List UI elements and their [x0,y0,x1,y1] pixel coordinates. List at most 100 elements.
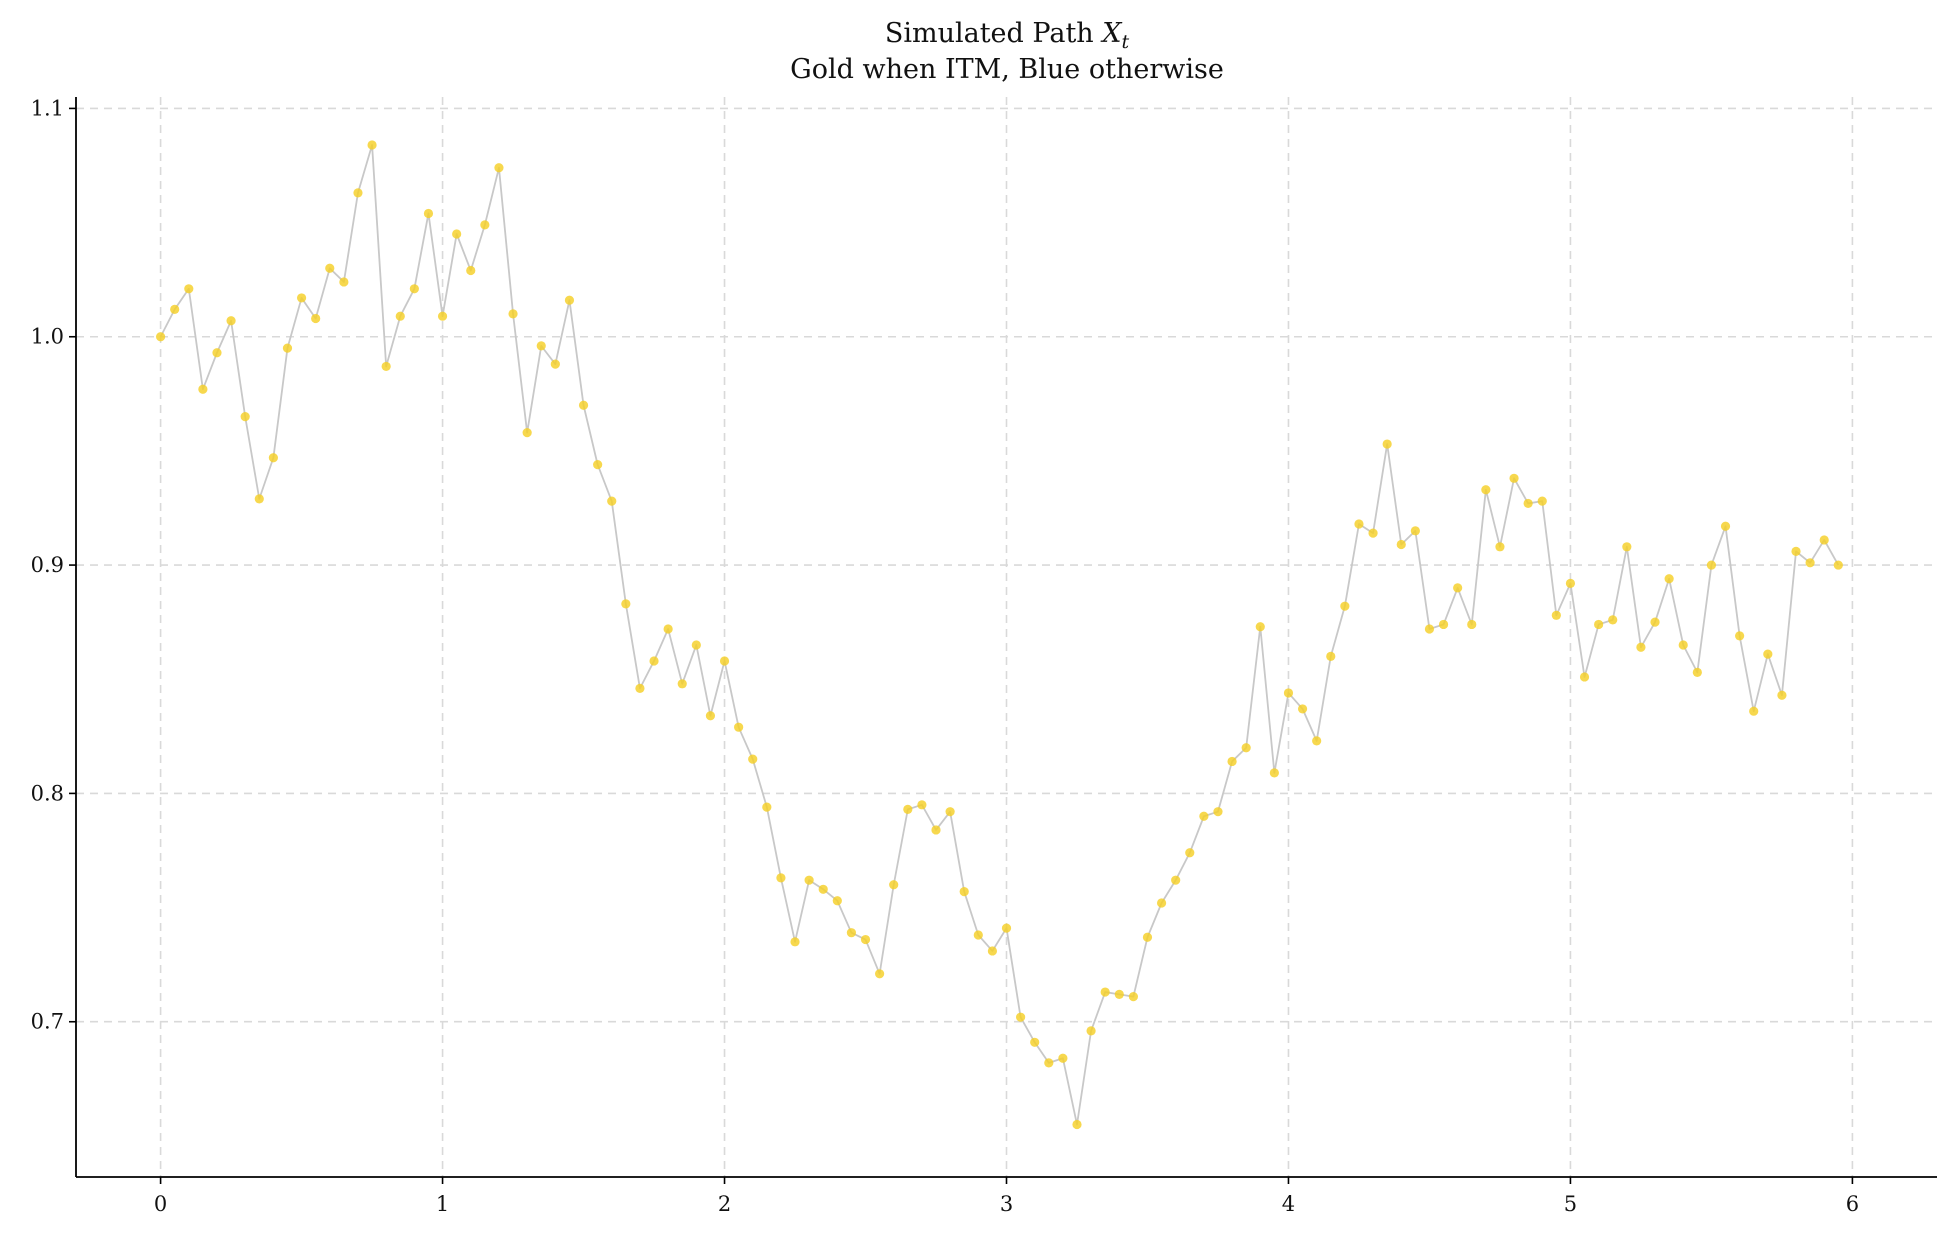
data-point [1664,574,1674,584]
data-point [846,928,857,938]
chart-subtitle: Gold when ITM, Blue otherwise [790,54,1224,85]
data-point [973,930,983,940]
data-point [325,263,335,273]
data-point [945,807,955,817]
data-point [607,496,617,506]
data-point [452,229,462,239]
chart-title: Simulated Path Xt [885,18,1130,53]
data-point [254,494,264,504]
data-point [296,293,307,303]
data-point [1001,923,1012,933]
data-point [860,934,871,945]
y-tick-label-1: 0.8 [31,781,64,805]
data-point [734,722,744,732]
data-point [1396,539,1406,550]
data-point [719,656,730,666]
data-point [931,825,941,835]
data-point [649,656,659,666]
data-point [494,163,504,173]
data-point [959,886,969,897]
y-tick-label-0: 0.7 [31,1010,64,1034]
data-point [480,220,490,230]
data-point [875,969,885,979]
data-point [311,313,321,324]
data-point [1565,578,1576,588]
data-point [1495,542,1505,552]
data-point [240,412,250,422]
data-point [1185,848,1195,858]
data-point [423,208,434,219]
data-point [1579,672,1590,682]
axes-layer: 0 1 2 3 4 5 6 0.7 0.8 0.9 1.0 1.1 [31,96,1937,1216]
chart-title-variable: X [1100,18,1123,49]
data-point [1142,932,1153,942]
data-point [1749,706,1759,716]
data-point [790,937,800,947]
data-point [282,343,293,353]
data-point [1791,546,1801,556]
data-point [367,140,377,150]
data-point [1382,439,1392,449]
data-point [395,311,405,321]
data-point [1030,1037,1040,1047]
data-point [762,802,772,812]
grid-layer [76,97,1937,1177]
path-line [159,144,1840,1126]
data-point [1269,768,1279,778]
data-point [268,453,278,463]
data-point [508,309,518,319]
data-point [1283,688,1294,698]
data-point [1819,535,1829,545]
x-tick-label-2: 2 [718,1192,731,1216]
data-point [1255,622,1265,632]
data-point [635,683,645,693]
data-point [170,304,180,314]
data-point [1297,704,1308,714]
data-point [1438,619,1449,630]
data-point [184,284,194,294]
data-point [409,284,419,294]
x-tick-label-1: 1 [436,1192,449,1216]
data-point [705,711,716,721]
data-point [1114,989,1124,999]
data-point [1410,526,1420,536]
data-point [1128,992,1138,1002]
data-points-layer [155,140,1843,1130]
y-tick-label-3: 1.0 [31,325,64,349]
data-point [1706,560,1717,570]
data-point [1763,649,1773,659]
data-point [1171,875,1181,885]
data-point [1326,651,1336,662]
data-point [917,800,927,810]
x-tick-label-0: 0 [154,1192,167,1216]
data-point [1650,617,1660,627]
data-point [1509,473,1519,483]
x-tick-label-5: 5 [1564,1192,1577,1216]
data-point [1467,619,1477,630]
data-point [198,384,208,394]
data-point [1241,743,1251,753]
data-point [889,880,899,890]
data-point [564,295,575,305]
data-point [1424,624,1435,634]
data-point [339,277,349,287]
y-tick-label-2: 0.9 [31,553,64,577]
data-point [1199,811,1209,821]
data-point [550,359,560,369]
data-point [1777,690,1787,700]
data-point [1368,528,1378,538]
data-point [1636,642,1646,652]
data-point [1608,615,1618,625]
data-point [1086,1026,1096,1036]
data-point [1622,542,1632,552]
data-point [832,896,842,906]
data-point [536,341,546,351]
data-point [1537,496,1547,506]
chart-title-subscript: t [1122,31,1130,53]
data-point [353,188,363,198]
data-point [1735,631,1745,641]
data-point [1678,640,1688,650]
path-line-layer [159,144,1840,1126]
data-point [663,624,673,634]
data-point [818,884,828,894]
